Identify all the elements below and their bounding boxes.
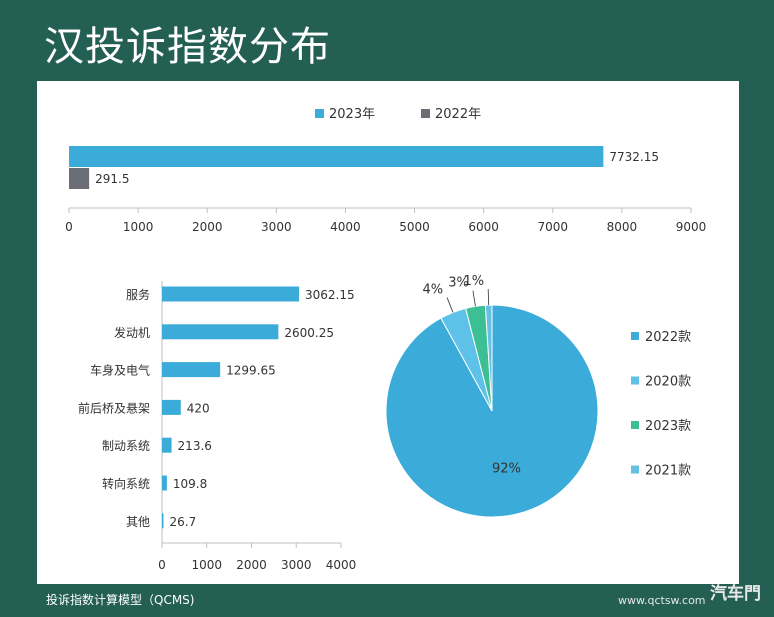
category-label: 转向系统 [102,476,150,491]
x-tick-label: 9000 [676,220,707,234]
footer-note: 投诉指数计算模型（QCMS) [46,593,195,607]
x-tick-label: 4000 [330,220,361,234]
pie-pct-label: 3% [448,276,469,291]
watermark-logo: 汽车門 [710,584,761,604]
bar [162,286,300,302]
x-tick-label: 3000 [261,220,292,234]
legend-label: 2021款 [645,464,691,479]
x-tick-label: 3000 [281,558,312,572]
x-tick-label: 1000 [191,558,222,572]
bar [162,399,181,415]
x-tick-label: 0 [65,220,73,234]
pie-pct-label: 1% [464,274,485,289]
pie-leader-line [472,290,476,307]
page-title: 汉投诉指数分布 [44,24,331,70]
x-tick-label: 8000 [607,220,638,234]
category-label: 发动机 [114,325,150,340]
x-tick-label: 4000 [326,558,357,572]
bar [162,324,279,340]
legend-swatch [631,465,639,474]
bar [162,362,221,378]
bar-value-label: 420 [187,401,210,415]
chart-panel: 2023年 2022年 7732.15 291.5 0 1000 2000 3000 4000 5… [37,81,739,584]
bar-value-label: 3062.15 [305,288,355,302]
legend-label-2: 2022年 [435,107,481,122]
pie-leader-line [446,297,454,313]
x-tick-label: 6000 [468,220,499,234]
legend-swatch-2 [421,109,430,118]
bar-value-label-2: 291.5 [95,172,129,186]
x-tick-label: 5000 [399,220,430,234]
pie-leader-line [487,289,490,306]
legend-swatch [631,376,639,385]
bar-value-label-1: 7732.15 [609,150,659,164]
category-label: 制动系统 [102,439,150,453]
bar [162,513,164,529]
x-tick-label: 2000 [192,220,223,234]
legend-swatch-1 [315,109,324,118]
pie-pct-label: 92% [492,461,521,476]
legend-swatch [631,332,639,340]
category-label: 前后桥及悬架 [78,400,150,415]
bar-2 [69,168,90,189]
legend-label: 2022款 [645,330,691,345]
bar-1 [69,146,604,167]
category-label: 车身及电气 [90,363,150,378]
x-tick-label: 1000 [123,220,154,234]
bar-value-label: 213.6 [178,439,212,453]
x-tick-label: 0 [158,558,166,572]
legend-swatch [631,421,639,429]
watermark-url: www.qctsw.com [618,594,706,607]
x-tick-label: 2000 [236,558,267,572]
bar-value-label: 2600.25 [284,326,334,340]
legend-label: 2020款 [645,375,691,390]
category-label: 服务 [126,287,150,302]
bar-value-label: 26.7 [170,515,197,529]
watermark: www.qctsw.com 汽车門 [612,578,772,616]
legend-label: 2023款 [645,419,691,434]
bar [162,437,172,453]
pie-pct-label: 4% [422,283,443,298]
x-tick-label: 7000 [538,220,569,234]
bar-value-label: 109.8 [173,477,207,491]
legend-label-1: 2023年 [329,107,375,122]
bar-value-label: 1299.65 [226,364,276,378]
category-label: 其他 [126,515,150,529]
bar [162,475,167,491]
charts-canvas: 2023年 2022年 7732.15 291.5 0 1000 2000 3000 4000 5… [65,107,707,572]
